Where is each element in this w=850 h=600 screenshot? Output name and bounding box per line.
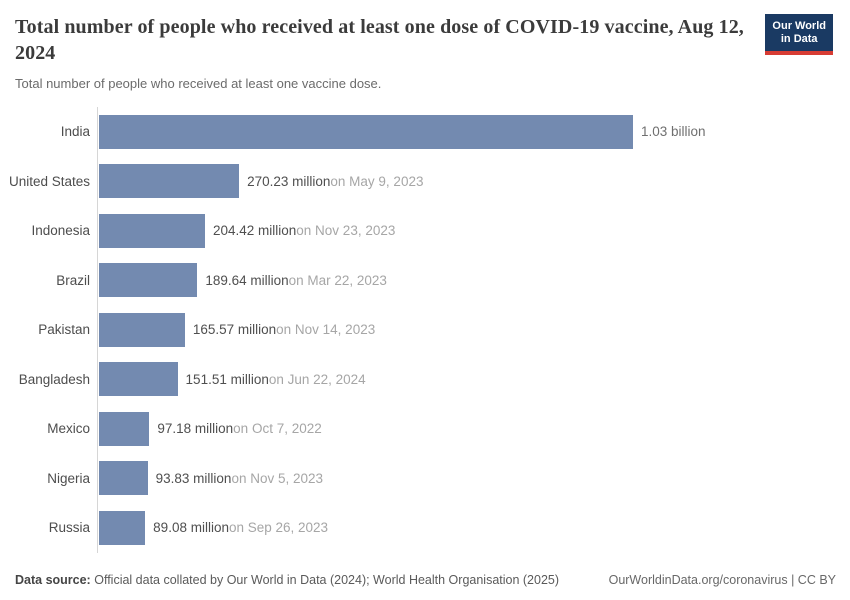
bar-value-group: 1.03 billion xyxy=(641,124,706,139)
value-label: 151.51 million xyxy=(185,371,269,387)
chart-row: United States 270.23 millionon May 9, 202… xyxy=(0,157,850,207)
date-label: on Nov 23, 2023 xyxy=(296,223,396,239)
chart-header: Total number of people who received at l… xyxy=(0,0,850,92)
country-label: Nigeria xyxy=(47,470,90,486)
bar[interactable] xyxy=(99,411,150,446)
date-label: on Jun 22, 2024 xyxy=(268,371,366,387)
value-label: 270.23 million xyxy=(247,173,331,189)
chart-row: Nigeria 93.83 millionon Nov 5, 2023 xyxy=(0,454,850,504)
date-label: on Nov 14, 2023 xyxy=(276,322,376,338)
bar-value-group: 89.08 millionon Sep 26, 2023 xyxy=(153,520,328,535)
value-label: 189.64 million xyxy=(205,272,289,288)
value-label: 1.03 billion xyxy=(641,124,706,140)
country-label: Mexico xyxy=(47,421,90,437)
date-label: on Oct 7, 2022 xyxy=(233,421,322,437)
bar-chart: India 1.03 billion United States 270.23 mil… xyxy=(0,107,850,553)
bar[interactable] xyxy=(99,114,633,149)
country-label: Indonesia xyxy=(31,223,90,239)
owid-logo-line1: Our World xyxy=(772,20,826,32)
country-label: India xyxy=(60,124,90,140)
data-source: Data source: Official data collated by O… xyxy=(15,573,559,587)
bar-track: 165.57 millionon Nov 14, 2023 xyxy=(97,312,375,347)
bar-track: 151.51 millionon Jun 22, 2024 xyxy=(97,362,366,397)
chart-footer: Data source: Official data collated by O… xyxy=(15,573,836,587)
value-label: 165.57 million xyxy=(192,322,277,338)
chart-row: India 1.03 billion xyxy=(0,107,850,157)
value-label: 97.18 million xyxy=(157,421,234,437)
bar-value-group: 204.42 millionon Nov 23, 2023 xyxy=(213,223,395,238)
data-source-text: Official data collated by Our World in D… xyxy=(94,573,560,587)
country-label: Russia xyxy=(48,520,90,536)
date-label: on May 9, 2023 xyxy=(330,173,424,189)
bar-track: 270.23 millionon May 9, 2023 xyxy=(97,164,423,199)
country-label: Brazil xyxy=(56,272,90,288)
bar[interactable] xyxy=(99,213,205,248)
bar-track: 97.18 millionon Oct 7, 2022 xyxy=(97,411,322,446)
footer-link[interactable]: OurWorldinData.org/coronavirus | CC BY xyxy=(608,573,836,587)
chart-title: Total number of people who received at l… xyxy=(15,16,744,64)
bar-value-group: 165.57 millionon Nov 14, 2023 xyxy=(193,322,375,337)
bar-value-group: 189.64 millionon Mar 22, 2023 xyxy=(205,273,387,288)
bar-track: 89.08 millionon Sep 26, 2023 xyxy=(97,510,328,545)
bar-value-group: 93.83 millionon Nov 5, 2023 xyxy=(156,471,323,486)
bar[interactable] xyxy=(99,362,178,397)
chart-row: Russia 89.08 millionon Sep 26, 2023 xyxy=(0,503,850,553)
date-label: on Nov 5, 2023 xyxy=(231,470,324,486)
bar[interactable] xyxy=(99,510,146,545)
country-label: Pakistan xyxy=(38,322,90,338)
owid-logo-line2: in Data xyxy=(780,33,818,45)
owid-logo: Our World in Data xyxy=(765,14,833,55)
bar[interactable] xyxy=(99,263,198,298)
bar-value-group: 97.18 millionon Oct 7, 2022 xyxy=(157,421,321,436)
bar-track: 1.03 billion xyxy=(97,114,706,149)
chart-row: Indonesia 204.42 millionon Nov 23, 2023 xyxy=(0,206,850,256)
bar[interactable] xyxy=(99,312,185,347)
chart-row: Pakistan 165.57 millionon Nov 14, 2023 xyxy=(0,305,850,355)
bar-track: 204.42 millionon Nov 23, 2023 xyxy=(97,213,395,248)
date-label: on Mar 22, 2023 xyxy=(288,272,387,288)
value-label: 204.42 million xyxy=(212,223,297,239)
country-label: Bangladesh xyxy=(18,371,90,387)
bar-value-group: 151.51 millionon Jun 22, 2024 xyxy=(186,372,366,387)
chart-row: Mexico 97.18 millionon Oct 7, 2022 xyxy=(0,404,850,454)
bar-track: 189.64 millionon Mar 22, 2023 xyxy=(97,263,387,298)
data-source-label: Data source: xyxy=(15,573,91,587)
y-axis-line xyxy=(97,107,98,553)
chart-rows: India 1.03 billion United States 270.23 mil… xyxy=(0,107,850,553)
date-label: on Sep 26, 2023 xyxy=(228,520,329,536)
value-label: 89.08 million xyxy=(153,520,229,536)
value-label: 93.83 million xyxy=(155,470,232,486)
bar-value-group: 270.23 millionon May 9, 2023 xyxy=(247,174,423,189)
chart-row: Brazil 189.64 millionon Mar 22, 2023 xyxy=(0,256,850,306)
bar[interactable] xyxy=(99,164,240,199)
bar[interactable] xyxy=(99,461,148,496)
chart-subtitle: Total number of people who received at l… xyxy=(15,76,382,91)
chart-row: Bangladesh 151.51 millionon Jun 22, 2024 xyxy=(0,355,850,405)
bar-track: 93.83 millionon Nov 5, 2023 xyxy=(97,461,323,496)
country-label: United States xyxy=(8,173,90,189)
